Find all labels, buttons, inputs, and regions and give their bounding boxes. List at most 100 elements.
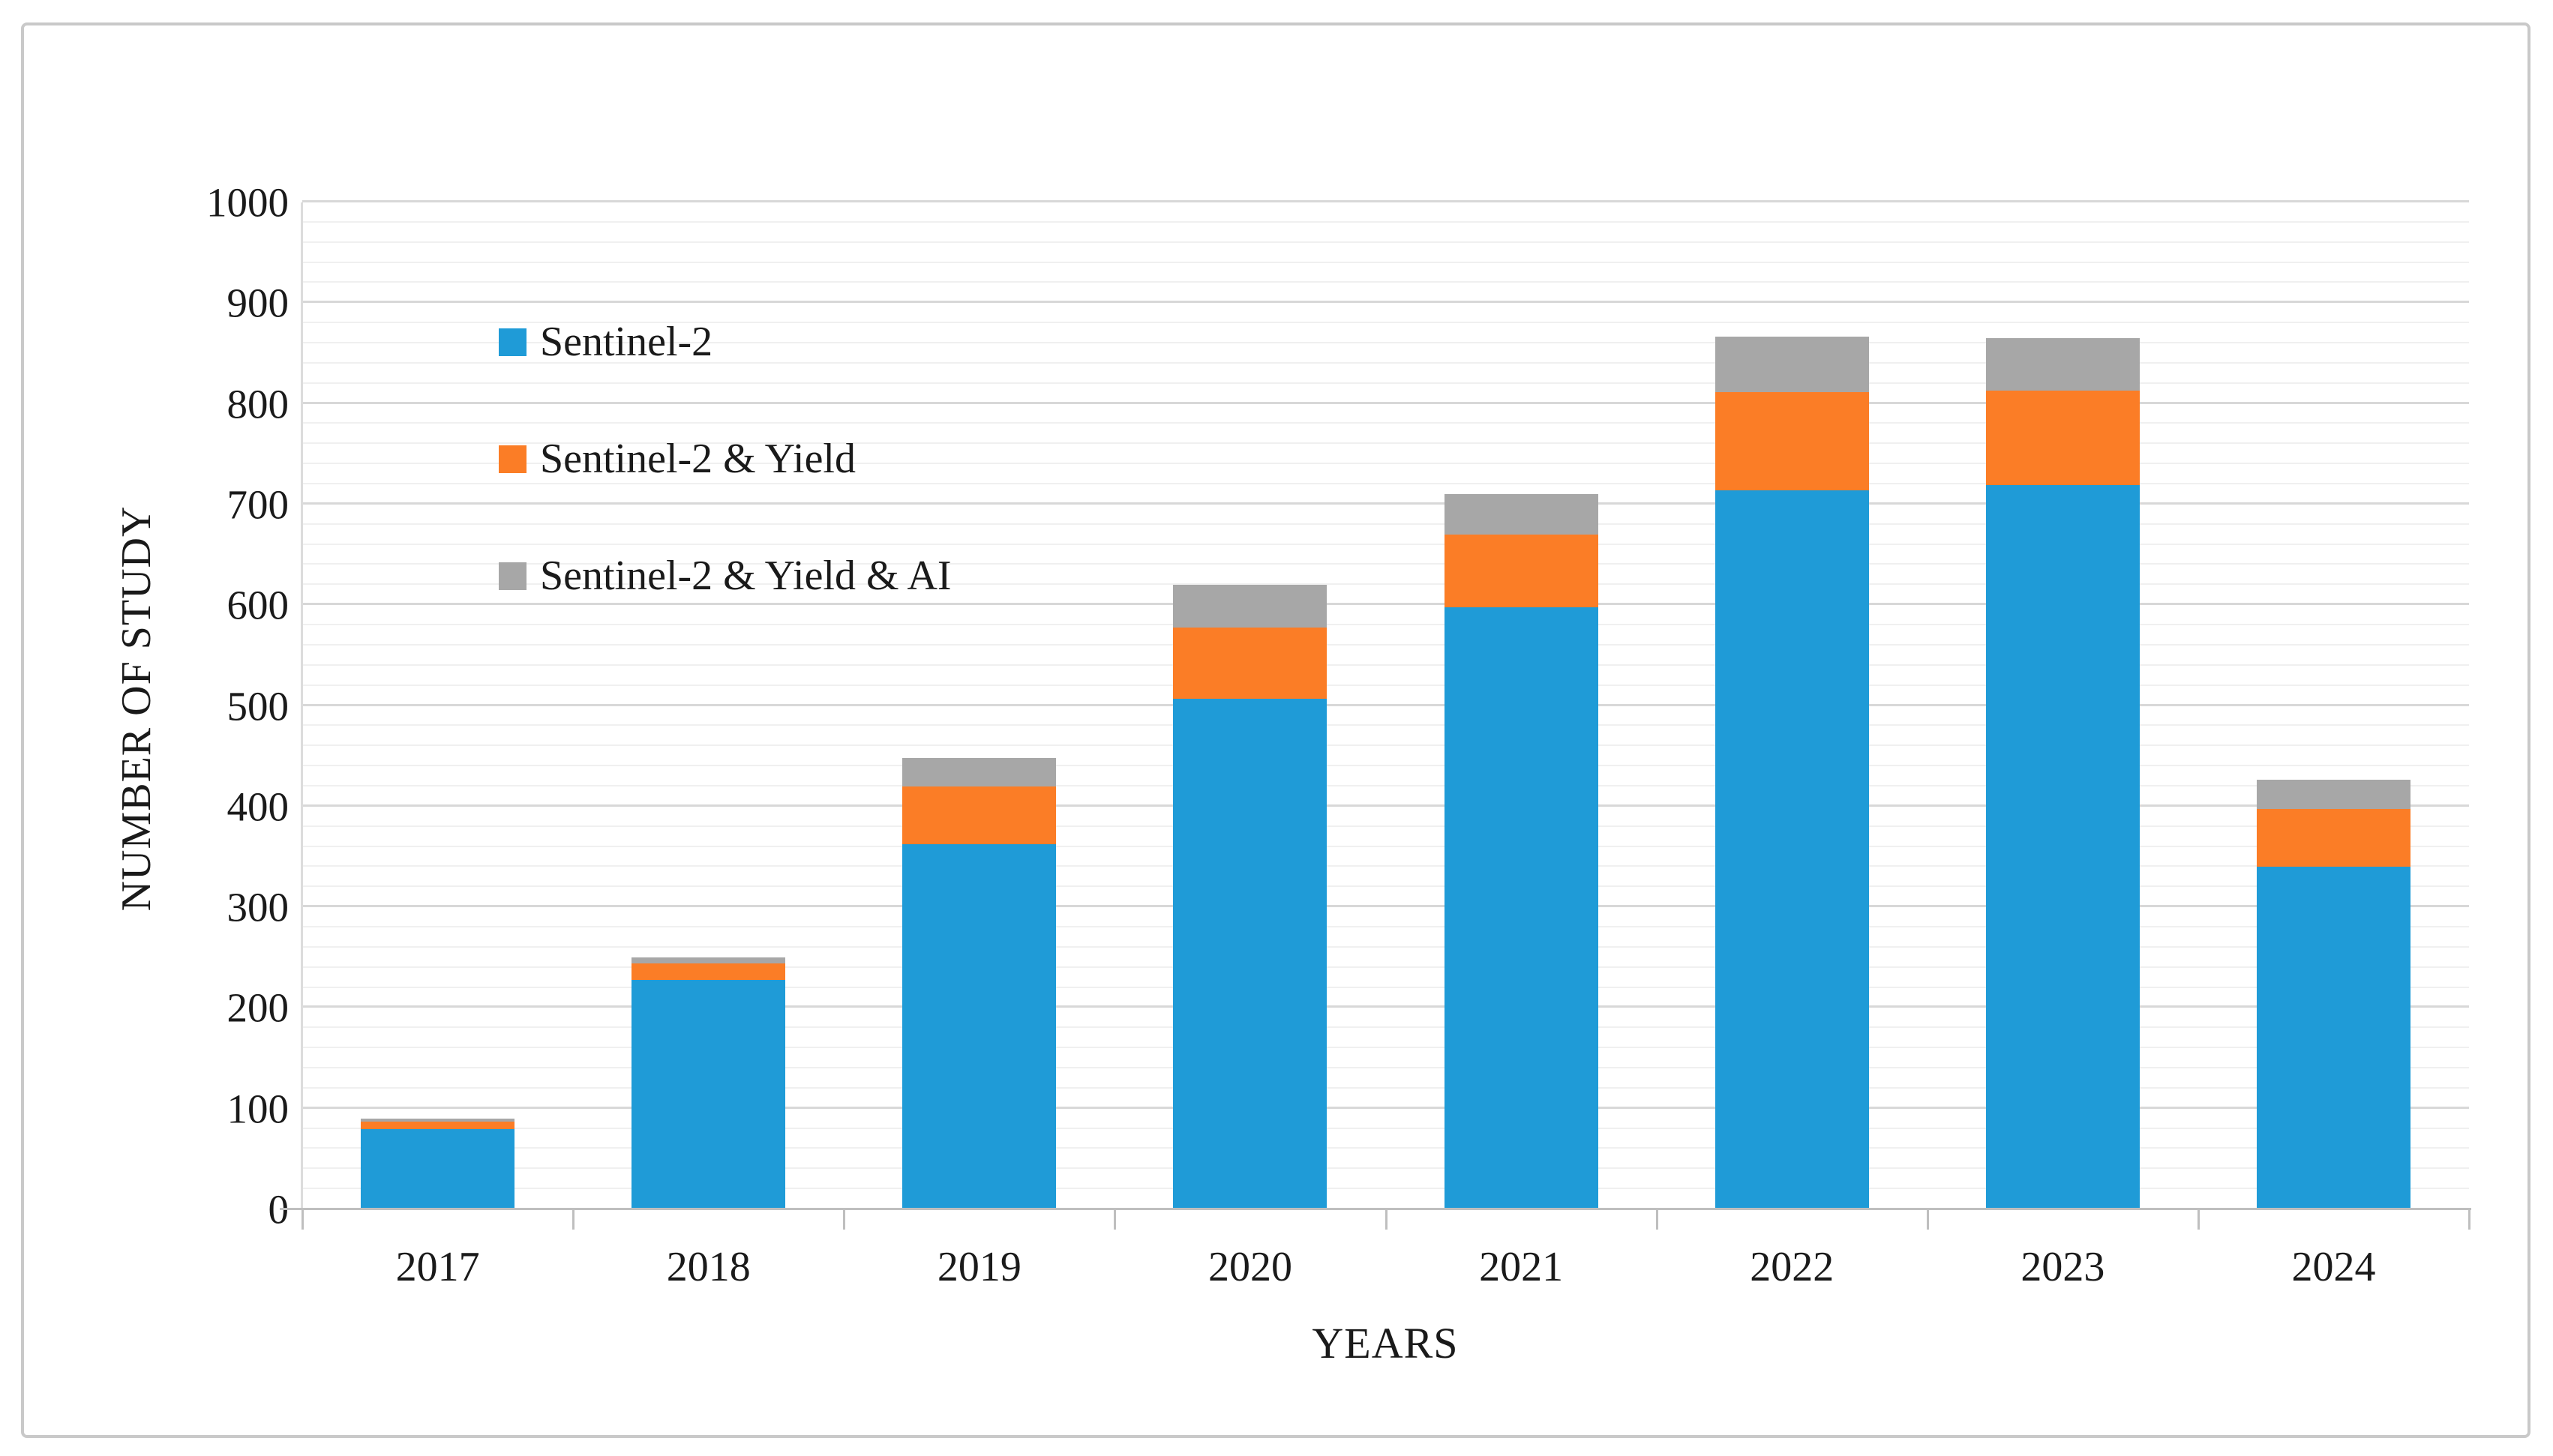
x-tick-label-2018: 2018 bbox=[666, 1244, 751, 1290]
y-tick-label-300: 300 bbox=[226, 884, 290, 930]
minor-gridline-540 bbox=[302, 664, 2469, 666]
bar-segment-2018-sentinel-2-yield-ai bbox=[632, 957, 786, 964]
y-tick-label-900: 900 bbox=[226, 280, 290, 326]
bar-segment-2018-sentinel-2-yield bbox=[632, 963, 786, 980]
legend: Sentinel-2 Sentinel-2 & Yield Sentinel-2 &… bbox=[499, 319, 952, 670]
bar-segment-2023-sentinel-2-yield-ai bbox=[1985, 338, 2140, 391]
bar-segment-2020-sentinel-2-yield bbox=[1173, 627, 1328, 700]
minor-gridline-340 bbox=[302, 865, 2469, 867]
bar-segment-2017-sentinel-2-yield bbox=[361, 1122, 515, 1129]
bar-2020 bbox=[1173, 585, 1328, 1209]
y-tick-label-200: 200 bbox=[226, 984, 290, 1031]
minor-gridline-580 bbox=[302, 624, 2469, 626]
y-tick-label-500: 500 bbox=[226, 683, 290, 729]
minor-gridline-660 bbox=[302, 543, 2469, 545]
major-gridline-900 bbox=[302, 301, 2469, 304]
minor-gridline-680 bbox=[302, 523, 2469, 525]
minor-gridline-220 bbox=[302, 986, 2469, 988]
x-tick-label-2024: 2024 bbox=[2291, 1244, 2376, 1290]
major-gridline-1000 bbox=[302, 200, 2469, 202]
bar-segment-2022-sentinel-2-yield bbox=[1714, 391, 1869, 491]
bar-segment-2019-sentinel-2-yield-ai bbox=[902, 758, 1057, 786]
minor-gridline-160 bbox=[302, 1047, 2469, 1049]
x-axis-tick-5 bbox=[1655, 1210, 1658, 1230]
bar-2024 bbox=[2256, 779, 2410, 1209]
bar-segment-2024-sentinel-2-yield-ai bbox=[2256, 779, 2410, 809]
minor-gridline-980 bbox=[302, 220, 2469, 223]
major-gridline-300 bbox=[302, 905, 2469, 908]
bar-segment-2021-sentinel-2 bbox=[1444, 607, 1598, 1209]
y-axis-zero-tick bbox=[280, 1208, 302, 1210]
plot-area bbox=[302, 200, 2469, 1209]
x-axis-tick-2 bbox=[843, 1210, 846, 1230]
bar-segment-2017-sentinel-2-yield-ai bbox=[361, 1119, 515, 1122]
bar-segment-2024-sentinel-2-yield bbox=[2256, 808, 2410, 867]
major-gridline-700 bbox=[302, 502, 2469, 505]
minor-gridline-320 bbox=[302, 885, 2469, 888]
bar-2023 bbox=[1985, 338, 2140, 1209]
x-tick-label-2019: 2019 bbox=[937, 1244, 1022, 1290]
minor-gridline-920 bbox=[302, 281, 2469, 283]
x-tick-label-2020: 2020 bbox=[1208, 1244, 1292, 1290]
y-tick-label-0: 0 bbox=[268, 1186, 290, 1233]
x-axis-tick-0 bbox=[302, 1210, 304, 1230]
minor-gridline-840 bbox=[302, 361, 2469, 364]
x-tick-label-2017: 2017 bbox=[395, 1244, 480, 1290]
minor-gridline-360 bbox=[302, 845, 2469, 847]
bar-segment-2018-sentinel-2 bbox=[632, 979, 786, 1209]
minor-gridline-760 bbox=[302, 442, 2469, 445]
x-axis-tick-4 bbox=[1384, 1210, 1388, 1230]
x-tick-label-2021: 2021 bbox=[1479, 1244, 1564, 1290]
legend-label-sentinel-2-yield-ai: Sentinel-2 & Yield & AI bbox=[540, 553, 952, 599]
x-axis-tick-6 bbox=[1926, 1210, 1929, 1230]
minor-gridline-520 bbox=[302, 684, 2469, 686]
bar-segment-2023-sentinel-2-yield bbox=[1985, 391, 2140, 486]
minor-gridline-460 bbox=[302, 744, 2469, 747]
minor-gridline-620 bbox=[302, 583, 2469, 586]
minor-gridline-880 bbox=[302, 322, 2469, 324]
x-axis-tick-3 bbox=[1114, 1210, 1117, 1230]
bar-2017 bbox=[361, 1119, 515, 1209]
y-tick-label-100: 100 bbox=[226, 1086, 290, 1132]
minor-gridline-420 bbox=[302, 784, 2469, 786]
major-gridline-600 bbox=[302, 603, 2469, 606]
minor-gridline-240 bbox=[302, 966, 2469, 968]
x-axis-tick-7 bbox=[2197, 1210, 2200, 1230]
legend-swatch-sentinel-2-yield bbox=[499, 445, 526, 473]
bar-segment-2022-sentinel-2 bbox=[1714, 490, 1869, 1209]
bar-segment-2024-sentinel-2 bbox=[2256, 867, 2410, 1209]
bar-segment-2023-sentinel-2 bbox=[1985, 485, 2140, 1209]
legend-label-sentinel-2-yield: Sentinel-2 & Yield bbox=[540, 436, 856, 482]
minor-gridline-280 bbox=[302, 925, 2469, 927]
bar-segment-2021-sentinel-2-yield bbox=[1444, 535, 1598, 607]
x-axis-tick-8 bbox=[2468, 1210, 2470, 1230]
bar-2019 bbox=[902, 758, 1057, 1209]
minor-gridline-560 bbox=[302, 643, 2469, 646]
legend-item-sentinel-2-yield-ai: Sentinel-2 & Yield & AI bbox=[499, 553, 952, 599]
x-axis-title: YEARS bbox=[1312, 1319, 1459, 1368]
minor-gridline-40 bbox=[302, 1167, 2469, 1170]
legend-label-sentinel-2: Sentinel-2 bbox=[540, 319, 713, 365]
major-gridline-400 bbox=[302, 804, 2469, 807]
minor-gridline-260 bbox=[302, 945, 2469, 948]
minor-gridline-720 bbox=[302, 483, 2469, 485]
x-axis-tick-1 bbox=[572, 1210, 575, 1230]
minor-gridline-20 bbox=[302, 1188, 2469, 1190]
y-axis-line bbox=[301, 202, 303, 1209]
minor-gridline-820 bbox=[302, 382, 2469, 384]
x-tick-label-2022: 2022 bbox=[1750, 1244, 1834, 1290]
minor-gridline-80 bbox=[302, 1127, 2469, 1129]
bar-2022 bbox=[1714, 336, 1869, 1209]
minor-gridline-940 bbox=[302, 261, 2469, 263]
legend-swatch-sentinel-2 bbox=[499, 328, 526, 356]
legend-item-sentinel-2-yield: Sentinel-2 & Yield bbox=[499, 436, 952, 482]
minor-gridline-180 bbox=[302, 1026, 2469, 1029]
minor-gridline-780 bbox=[302, 422, 2469, 424]
minor-gridline-440 bbox=[302, 765, 2469, 767]
bar-segment-2017-sentinel-2 bbox=[361, 1128, 515, 1209]
minor-gridline-140 bbox=[302, 1066, 2469, 1068]
minor-gridline-480 bbox=[302, 724, 2469, 727]
minor-gridline-380 bbox=[302, 825, 2469, 827]
legend-item-sentinel-2: Sentinel-2 bbox=[499, 319, 952, 365]
bar-2021 bbox=[1444, 494, 1598, 1209]
